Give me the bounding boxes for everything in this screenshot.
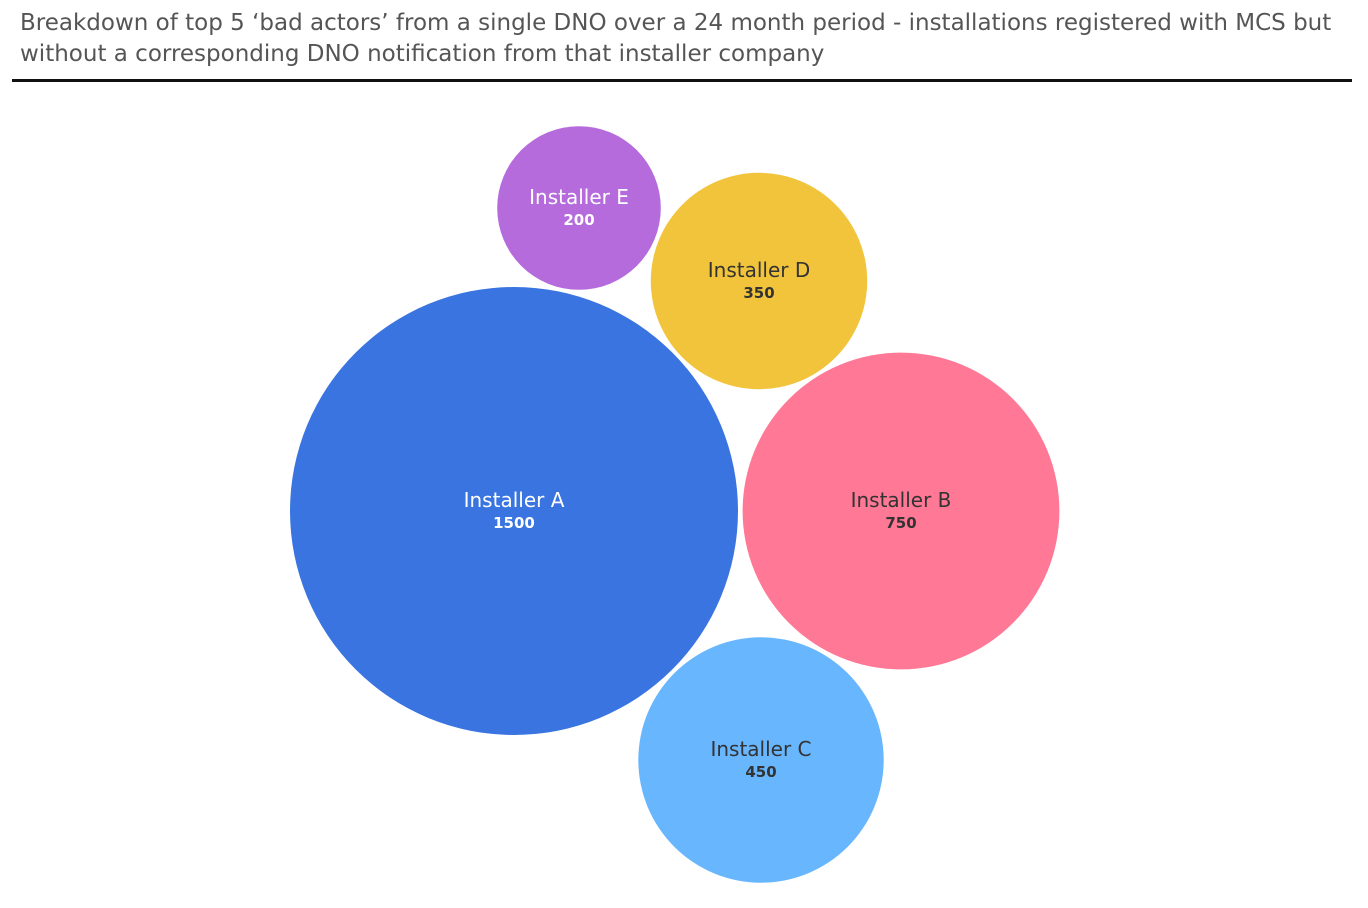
title-divider: [12, 79, 1352, 82]
bubble-circle-installer-d: [650, 172, 868, 390]
bubble-installer-c: Installer C 450: [638, 637, 884, 883]
bubble-value: 350: [743, 284, 774, 302]
bubble-label: Installer C: [710, 737, 811, 761]
bubble-circle-installer-a: [290, 287, 738, 735]
bubble-value: 200: [563, 211, 594, 229]
bubble-value: 750: [885, 514, 916, 532]
bubble-label: Installer B: [851, 488, 952, 512]
bubble-label: Installer E: [529, 185, 629, 209]
bubble-label: Installer A: [464, 488, 565, 512]
bubble-installer-d: Installer D 350: [650, 172, 868, 390]
bubble-value: 450: [745, 763, 776, 781]
bubble-circle-installer-c: [638, 637, 884, 883]
bubble-installer-a: Installer A 1500: [290, 287, 738, 735]
bubble-label: Installer D: [708, 258, 811, 282]
bubble-installer-e: Installer E 200: [497, 126, 661, 290]
bubble-installer-b: Installer B 750: [742, 352, 1060, 670]
bubble-circle-installer-e: [497, 126, 661, 290]
bubble-value: 1500: [493, 514, 535, 532]
bubble-circle-installer-b: [742, 352, 1060, 670]
chart-title: Breakdown of top 5 ‘bad actors’ from a s…: [20, 10, 1332, 67]
chart-header: Breakdown of top 5 ‘bad actors’ from a s…: [20, 8, 1340, 70]
